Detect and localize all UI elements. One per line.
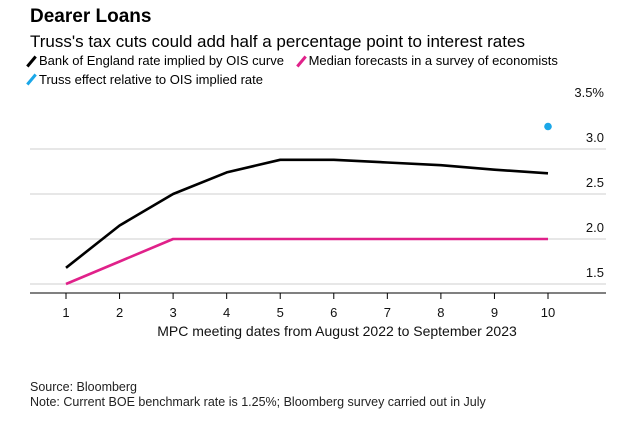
y-tick-label-3.5: 3.5% xyxy=(574,85,604,100)
x-tick-label-5: 5 xyxy=(277,305,284,320)
x-tick-label-9: 9 xyxy=(491,305,498,320)
chart-subtitle: Truss's tax cuts could add half a percen… xyxy=(30,32,525,51)
footer: Source: Bloomberg Note: Current BOE benc… xyxy=(30,380,486,410)
x-tick-label-1: 1 xyxy=(62,305,69,320)
y-tick-label-3: 3.0 xyxy=(586,130,604,145)
legend-item-ois: Bank of England rate implied by OIS curv… xyxy=(26,52,284,70)
y-tick-label-1.5: 1.5 xyxy=(586,265,604,280)
x-tick-label-4: 4 xyxy=(223,305,230,320)
series-line-1 xyxy=(65,237,548,286)
series-point-2-0 xyxy=(544,122,552,131)
y-tick-label-2.5: 2.5 xyxy=(586,175,604,190)
x-tick-label-2: 2 xyxy=(116,305,123,320)
x-axis-label: MPC meeting dates from August 2022 to Se… xyxy=(157,323,517,339)
legend-item-truss: Truss effect relative to OIS implied rat… xyxy=(26,71,263,89)
footnote: Note: Current BOE benchmark rate is 1.25… xyxy=(30,395,486,409)
chart-title: Dearer Loans xyxy=(30,6,152,27)
series-line-0 xyxy=(65,158,549,269)
legend-label-ois: Bank of England rate implied by OIS curv… xyxy=(39,53,284,68)
legend-item-survey: Median forecasts in a survey of economis… xyxy=(295,52,558,70)
x-tick-label-7: 7 xyxy=(384,305,391,320)
legend-label-survey: Median forecasts in a survey of economis… xyxy=(308,53,558,68)
legend: Bank of England rate implied by OIS curv… xyxy=(26,52,630,89)
x-tick-label-10: 10 xyxy=(541,305,555,320)
x-tick-label-8: 8 xyxy=(437,305,444,320)
x-tick-label-6: 6 xyxy=(330,305,337,320)
legend-label-truss: Truss effect relative to OIS implied rat… xyxy=(39,71,263,87)
source-note: Source: Bloomberg xyxy=(30,380,138,394)
x-tick-label-3: 3 xyxy=(169,305,176,320)
y-tick-label-2: 2.0 xyxy=(586,220,604,235)
